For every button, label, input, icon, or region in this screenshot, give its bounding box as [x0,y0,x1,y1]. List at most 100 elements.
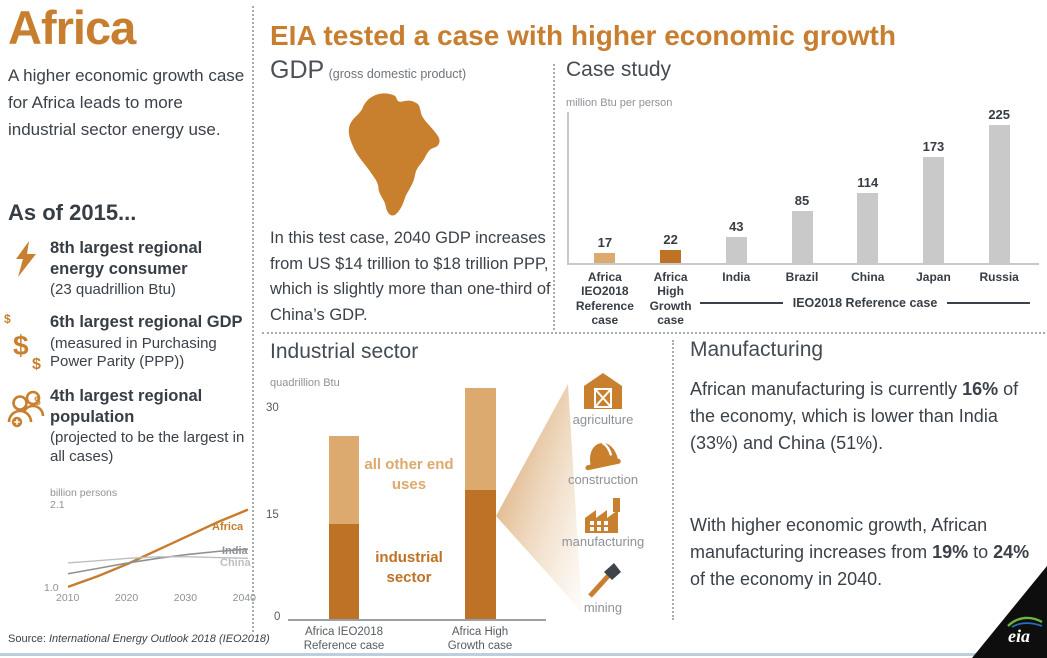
population-chart-ymin: 1.0 [44,582,59,594]
annotation-line-right [947,302,1031,304]
case-study-annotation: IEO2018 Reference case [700,296,1031,310]
bottom-rule [0,653,1047,656]
case-study-column: 114 [835,175,901,263]
manufacturing-label: manufacturing [561,534,645,549]
case-study-column: 43 [703,219,769,263]
bar-value-label: 173 [922,139,945,154]
population-xtick: 2020 [114,592,139,604]
bar-value-label: 17 [597,235,613,250]
case-study-baseline [567,263,1039,265]
fact-population: 4th largest regional population (project… [50,386,250,467]
page-title: Africa [8,1,136,54]
population-chart-xticks: 2010 2020 2030 2040 [56,592,256,604]
line-india [67,548,249,575]
industrial-unit: quadrillion Btu [270,377,340,389]
industrial-baseline [288,619,546,621]
industrial-tick-15: 15 [266,509,279,521]
gdp-heading: GDP (gross domestic product) [270,56,467,84]
industrial-xlabel-reference: Africa IEO2018 Reference case [303,626,385,653]
population-xtick: 2030 [173,592,198,604]
source-note: Source: International Energy Outlook 201… [8,633,270,645]
segment-industrial-sector [465,490,496,619]
agriculture-icon [584,373,622,409]
bar-china [857,193,879,263]
population-chart-ymax: 2.1 [50,499,65,511]
lightning-icon [16,241,36,277]
category-label: Japan [916,270,951,284]
main-heading: EIA tested a case with higher economic g… [270,20,896,51]
industrial-tick-30: 30 [266,402,279,414]
bar-russia [988,125,1010,263]
population-chart-unit: billion persons [50,487,118,499]
fact-gdp: 6th largest regional GDP (measured in Pu… [50,312,255,372]
legend-africa: Africa [212,521,244,533]
line-africa [67,508,249,589]
case-study-yaxis [567,112,569,263]
bar-value-label: 114 [857,175,879,190]
as-of-heading: As of 2015... [8,200,137,225]
industrial-bar-highgrowth [465,388,496,619]
industrial-tick-0: 0 [274,611,281,623]
category-label: Africa IEO2018 Reference case [575,270,634,328]
eia-logo-text: eia [1008,626,1030,646]
category-label: Russia [979,270,1019,284]
case-study-columns: 17 22 43 85 114 173 225 [572,107,1032,263]
bar-india [725,237,747,263]
construction-icon [585,441,621,471]
bar-brazil [791,211,813,263]
bar-africa-ieo2018-reference-case [594,253,616,263]
dollars-icon: $ $ $ $ [4,312,41,408]
agriculture-label: agriculture [572,412,634,427]
bar-africa-high-growth-case [660,250,682,263]
segment-industrial-sector [329,524,359,619]
population-xtick: 2010 [56,592,80,604]
bar-japan [922,157,944,263]
case-study-labels: Africa IEO2018 Reference case Africa High… [572,270,1032,328]
africa-map-icon [348,93,440,216]
divider-gdp-casestudy [553,64,555,330]
mining-label: mining [583,600,623,615]
population-xtick: 2040 [232,592,256,604]
industrial-label-other: all other end uses [364,456,454,493]
bar-value-label: 85 [794,193,810,208]
intro-text: A higher economic growth case for Africa… [8,66,245,140]
annotation-label: IEO2018 Reference case [792,296,938,310]
funnel-shape [496,384,582,612]
manufacturing-paragraph-1: African manufacturing is currently 16% o… [690,379,1019,453]
population-line-chart [67,508,249,589]
manufacturing-heading: Manufacturing [690,338,824,361]
manufacturing-paragraph-2: With higher economic growth, African man… [690,515,1030,589]
gdp-subtitle: (gross domestic product) [328,67,467,81]
industrial-xlabel-highgrowth: Africa High Growth case [447,626,513,653]
divider-left-column [252,6,254,632]
category-label: Brazil [785,270,819,284]
case-study-column: 173 [901,139,967,263]
population-icon [7,390,45,428]
bar-value-label: 43 [729,219,744,234]
mining-icon [588,563,621,598]
fact-gdp-note: (measured in Purchasing Power Parity (PP… [50,334,217,371]
category-label: China [851,270,885,284]
legend-china: China [220,557,251,569]
fact-gdp-title: 6th largest regional GDP [50,313,243,331]
industrial-bar-reference [329,436,359,619]
eia-logo-swoosh [1007,616,1043,628]
construction-label: construction [567,472,639,487]
case-study-column: 225 [966,107,1032,263]
segment-all-other-end-uses [329,436,359,524]
fact-population-title: 4th largest regional population [50,387,203,426]
case-study-unit: million Btu per person [566,97,673,109]
fact-population-note: (projected to be the largest in all case… [50,429,245,465]
line-china [67,556,249,564]
legend-india: India [222,545,248,557]
industrial-label-industrial: industrial sector [375,549,443,586]
category-label: India [722,270,751,284]
annotation-line-left [700,302,783,304]
gdp-body: In this test case, 2040 GDP increases fr… [270,229,551,324]
case-study-column: 85 [769,193,835,263]
fact-energy-note: (23 quadrillion Btu) [50,281,176,299]
fact-energy-title: 8th largest regional energy consumer [50,239,203,278]
industrial-heading: Industrial sector [270,340,419,363]
fact-energy: 8th largest regional energy consumer (23… [50,238,245,300]
